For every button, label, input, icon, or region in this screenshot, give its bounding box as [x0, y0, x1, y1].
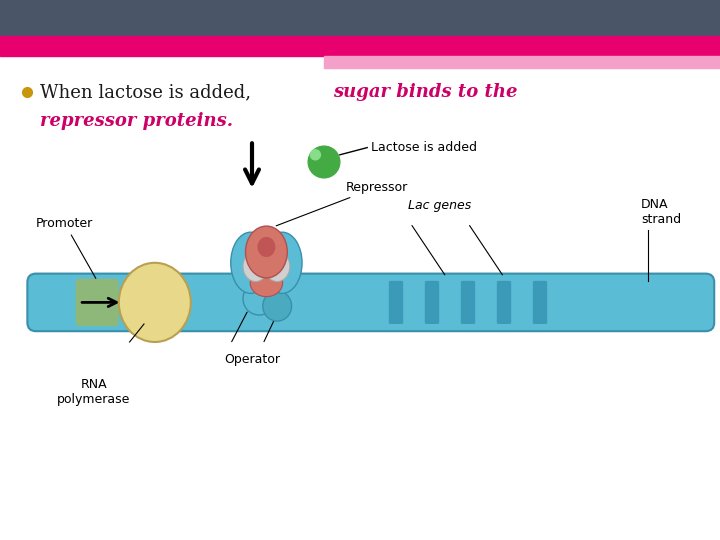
Ellipse shape — [258, 237, 276, 257]
Ellipse shape — [119, 263, 191, 342]
Ellipse shape — [263, 291, 292, 321]
Text: repressor proteins.: repressor proteins. — [40, 112, 233, 130]
Text: Promoter: Promoter — [36, 217, 96, 279]
Ellipse shape — [243, 282, 275, 315]
Ellipse shape — [262, 232, 302, 293]
Circle shape — [310, 150, 320, 160]
Ellipse shape — [230, 232, 271, 293]
Circle shape — [308, 146, 340, 178]
Ellipse shape — [246, 226, 287, 278]
FancyBboxPatch shape — [533, 281, 547, 324]
FancyBboxPatch shape — [461, 281, 475, 324]
Text: Repressor: Repressor — [276, 181, 408, 226]
Ellipse shape — [251, 269, 283, 296]
Text: RNA
polymerase: RNA polymerase — [57, 378, 130, 406]
FancyBboxPatch shape — [425, 281, 439, 324]
Bar — [324, 56, 720, 69]
Text: Lactose is added: Lactose is added — [371, 141, 477, 154]
Text: Operator: Operator — [224, 353, 280, 366]
Text: DNA
strand: DNA strand — [641, 198, 681, 226]
FancyBboxPatch shape — [497, 281, 511, 324]
Ellipse shape — [243, 251, 269, 281]
Text: Lac genes: Lac genes — [408, 199, 471, 212]
Bar — [0, 36, 720, 56]
Bar — [0, 0, 720, 36]
FancyBboxPatch shape — [389, 281, 403, 324]
FancyBboxPatch shape — [76, 279, 119, 326]
Ellipse shape — [265, 251, 289, 281]
Text: sugar binds to the: sugar binds to the — [333, 83, 517, 101]
Text: When lactose is added,: When lactose is added, — [40, 83, 256, 101]
FancyBboxPatch shape — [27, 274, 714, 331]
